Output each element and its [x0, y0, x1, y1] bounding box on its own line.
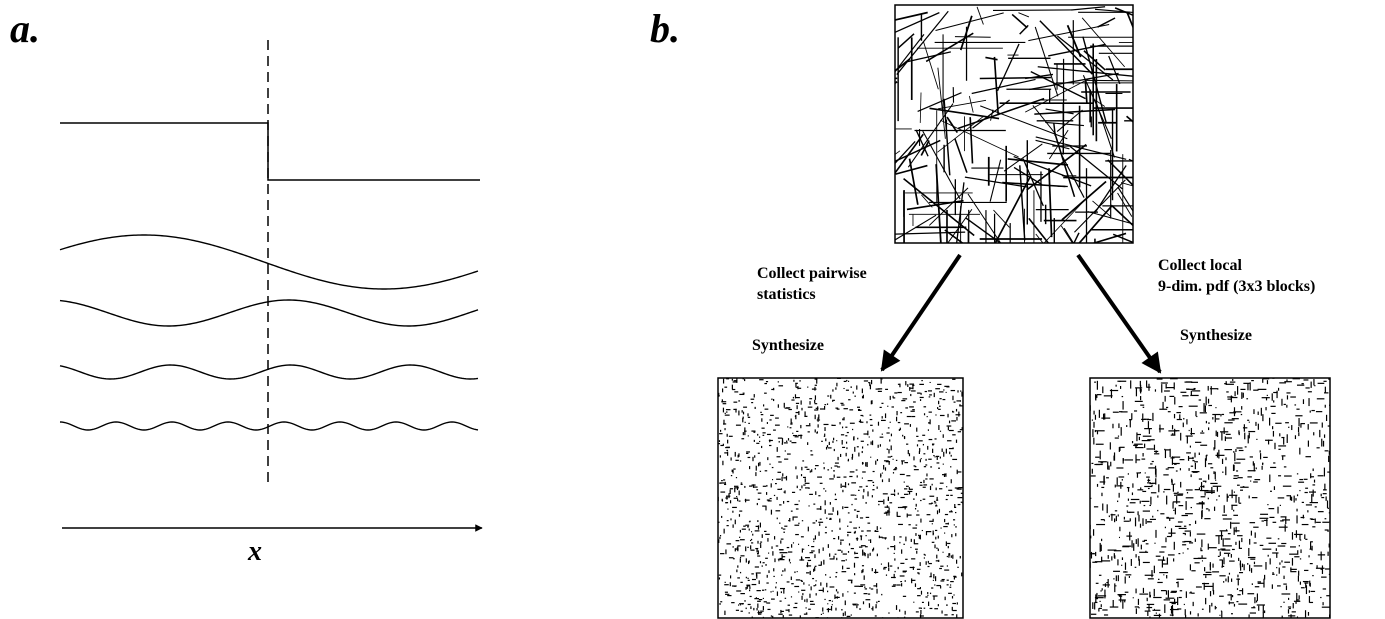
texture-stroke — [885, 232, 966, 234]
texture-stroke — [879, 34, 924, 92]
wave — [60, 365, 478, 379]
branch-label: Collect pairwise — [757, 265, 867, 282]
wave — [60, 235, 478, 289]
branch-label: Collect local — [1158, 257, 1243, 274]
panel-label: b. — [650, 6, 680, 51]
texture-stroke — [972, 100, 1009, 128]
texture-stroke — [977, 7, 983, 25]
texture-frame — [718, 378, 963, 618]
texture-stroke — [1018, 13, 1028, 17]
texture-stroke — [940, 120, 1018, 157]
branch-action: Synthesize — [752, 337, 824, 354]
branch-action: Synthesize — [1180, 327, 1252, 344]
source-texture — [807, 7, 1208, 294]
texture-stroke — [980, 78, 1051, 79]
block-synthesis-texture — [1090, 378, 1338, 619]
arrow — [882, 255, 960, 370]
texture-stroke — [966, 218, 1005, 246]
figure: a. x b. Collect pairwise statistics Synt… — [0, 0, 1385, 619]
texture-stroke — [969, 96, 973, 113]
texture-stroke — [1062, 182, 1106, 220]
sine-waves — [60, 235, 478, 430]
texture-stroke — [985, 57, 997, 59]
texture-stroke — [955, 37, 991, 38]
texture-stroke — [1023, 159, 1043, 206]
texture-stroke — [877, 59, 909, 85]
texture-stroke — [1115, 8, 1179, 34]
wave — [60, 300, 478, 326]
texture-stroke — [856, 141, 915, 205]
texture-stroke — [807, 78, 898, 81]
texture-stroke — [1027, 145, 1087, 190]
arrow — [1078, 255, 1160, 372]
wave — [60, 422, 478, 430]
texture-stroke — [1113, 234, 1172, 258]
branch-label: statistics — [757, 286, 816, 303]
texture-stroke — [1118, 187, 1140, 222]
texture-stroke — [993, 10, 1072, 11]
texture-stroke — [910, 159, 918, 205]
branch-label: 9-dim. pdf (3x3 blocks) — [1158, 278, 1315, 295]
texture-stroke — [920, 93, 921, 123]
panel-label: a. — [10, 6, 40, 51]
texture-stroke — [846, 151, 900, 189]
texture-stroke — [929, 188, 968, 226]
texture-stroke — [972, 79, 1036, 93]
texture-stroke — [955, 139, 967, 173]
step-function — [60, 123, 480, 180]
texture-stroke — [1049, 168, 1052, 237]
texture-stroke — [993, 210, 1009, 227]
pairwise-synthesis-texture — [718, 378, 967, 619]
texture-stroke — [1127, 13, 1137, 37]
texture-stroke — [990, 160, 1001, 202]
axis-label: x — [247, 536, 262, 567]
texture-stroke — [936, 13, 1004, 31]
texture-stroke — [929, 209, 972, 269]
texture-stroke — [1012, 14, 1027, 27]
texture-stroke — [994, 57, 998, 115]
texture-stroke — [827, 82, 897, 124]
texture-stroke — [1098, 18, 1115, 27]
texture-stroke — [1004, 144, 1042, 171]
texture-stroke — [991, 110, 993, 121]
texture-stroke — [1052, 233, 1126, 255]
texture-stroke — [1020, 165, 1025, 240]
texture-stroke — [965, 177, 1028, 187]
texture-stroke — [870, 13, 927, 26]
texture-stroke — [1129, 159, 1203, 192]
